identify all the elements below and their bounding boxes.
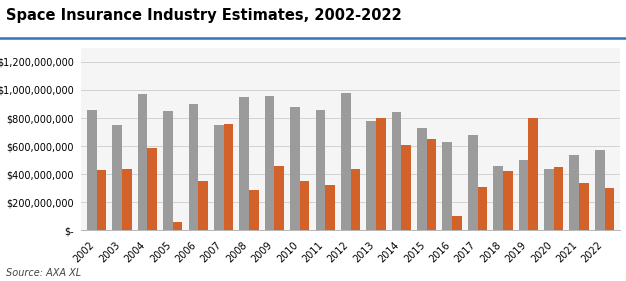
Text: Source: AXA XL: Source: AXA XL	[6, 268, 81, 278]
Bar	[503, 171, 513, 230]
Bar	[112, 125, 122, 230]
Bar	[198, 181, 208, 230]
Bar	[427, 139, 436, 230]
Bar	[570, 155, 579, 230]
Bar	[544, 169, 554, 230]
Bar	[274, 166, 284, 230]
Bar	[376, 118, 386, 230]
Bar	[401, 145, 411, 230]
Bar	[96, 170, 106, 230]
Bar	[188, 104, 198, 230]
Bar	[595, 150, 605, 230]
Bar	[417, 128, 427, 230]
Bar	[325, 185, 335, 230]
Bar	[223, 124, 233, 230]
Bar	[239, 97, 249, 230]
Bar	[300, 181, 309, 230]
Bar	[579, 183, 589, 230]
Bar	[138, 94, 147, 230]
Bar	[290, 107, 300, 230]
Bar	[478, 187, 487, 230]
Bar	[147, 148, 157, 230]
Bar	[452, 216, 462, 230]
Bar	[122, 169, 131, 230]
Bar	[214, 125, 223, 230]
Bar	[468, 135, 478, 230]
Text: Space Insurance Industry Estimates, 2002-2022: Space Insurance Industry Estimates, 2002…	[6, 8, 402, 23]
Bar	[392, 112, 401, 230]
Bar	[265, 96, 274, 230]
Bar	[173, 222, 182, 230]
Bar	[163, 111, 173, 230]
Bar	[366, 121, 376, 230]
Bar	[351, 169, 360, 230]
Bar	[249, 190, 259, 230]
Bar	[605, 188, 614, 230]
Bar	[528, 118, 538, 230]
Bar	[87, 110, 96, 230]
Bar	[341, 93, 351, 230]
Bar	[519, 160, 528, 230]
Bar	[443, 142, 452, 230]
Bar	[554, 167, 563, 230]
Bar	[316, 110, 325, 230]
Bar	[493, 166, 503, 230]
